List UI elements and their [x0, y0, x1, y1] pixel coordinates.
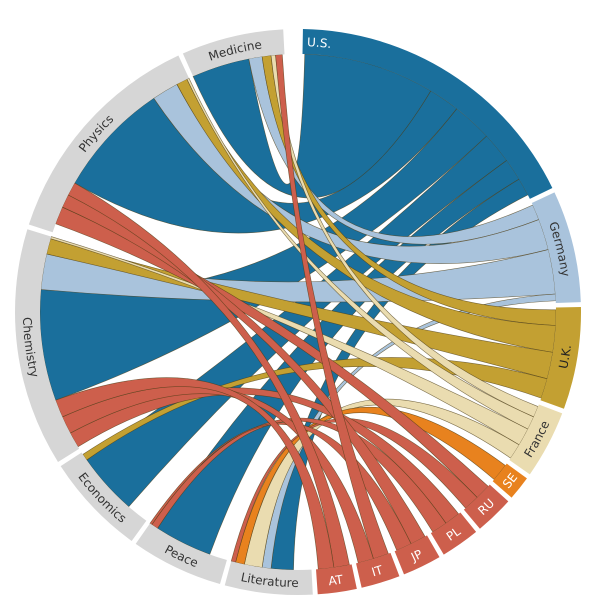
- ribbon-at-chemistry: [55, 377, 335, 570]
- arc-chemistry: [15, 229, 80, 462]
- ribbon-us-medicine: [192, 53, 432, 199]
- ribbon-it-medicine: [275, 54, 389, 560]
- arc-germany: [531, 192, 581, 303]
- label-at: AT: [328, 572, 345, 588]
- ribbon-jp-physics: [61, 194, 426, 545]
- ribbon-uk-physics: [176, 78, 556, 353]
- arc-physics: [28, 55, 189, 233]
- arc-economics: [60, 452, 147, 541]
- ribbon-uk-medicine: [261, 55, 557, 326]
- arc-literature: [224, 561, 313, 595]
- label-us: U.S.: [307, 35, 332, 51]
- ribbons: [39, 53, 557, 571]
- ribbon-it-chemistry: [61, 385, 374, 564]
- arc-it: [356, 552, 400, 588]
- ribbon-se-literature: [235, 406, 506, 565]
- ribbon-us-physics: [74, 90, 458, 234]
- ribbon-germany-physics: [153, 83, 549, 264]
- ribbon-germany-chemistry: [40, 249, 556, 303]
- arc-se: [492, 463, 527, 498]
- arc-at: [316, 564, 357, 595]
- ribbon-france-literature: [244, 398, 520, 568]
- ribbon-us-economics: [86, 135, 508, 508]
- arc-medicine: [182, 29, 285, 77]
- arc-us: [302, 29, 553, 199]
- ribbon-us-chemistry: [39, 108, 488, 401]
- arc-peace: [135, 523, 227, 585]
- arc-pl: [430, 512, 477, 555]
- ribbon-france-physics: [186, 77, 535, 430]
- label-it: IT: [370, 563, 385, 580]
- arc-france: [509, 404, 563, 475]
- group-arcs: [15, 29, 582, 595]
- arc-ru: [463, 484, 509, 529]
- arc-uk: [540, 307, 582, 409]
- arc-jp: [394, 535, 440, 575]
- label-uk: U.K.: [556, 344, 574, 370]
